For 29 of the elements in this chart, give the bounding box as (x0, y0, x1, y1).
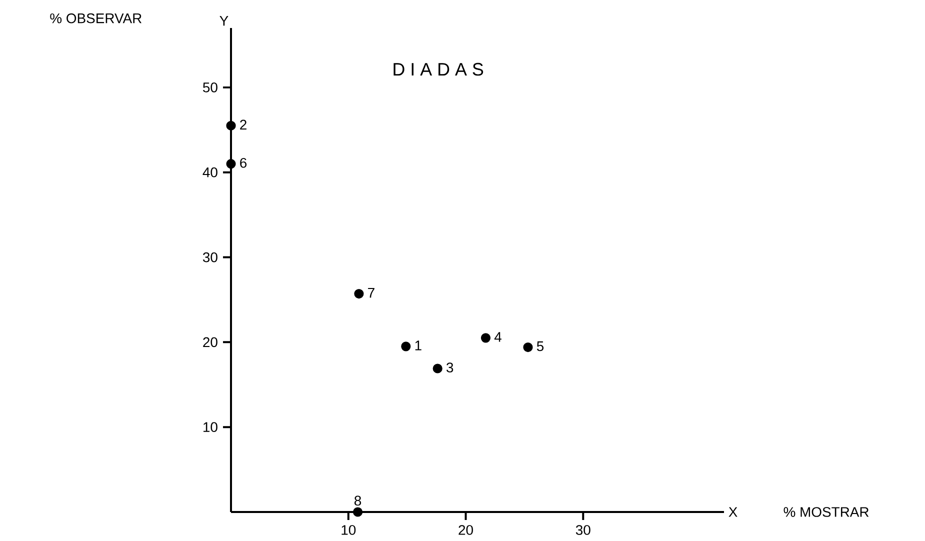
x-axis-title: % MOSTRAR (784, 507, 869, 517)
point (226, 159, 236, 169)
annotation: 5 (536, 341, 544, 352)
point (523, 342, 533, 352)
text: X (728, 507, 738, 517)
annotation: 7 (368, 288, 374, 298)
annotation: 6 (240, 158, 247, 168)
point (480, 333, 491, 343)
y-axis-title: % OBSERVAR (50, 13, 142, 24)
y-tick-label: 40 (202, 167, 218, 178)
text: Y (220, 16, 228, 26)
y-tick-label: 10 (204, 422, 218, 432)
annotation: 1 (415, 340, 422, 350)
point (354, 288, 364, 299)
x-tick-label: 30 (576, 525, 590, 535)
text: D I A D A S (394, 62, 484, 76)
annotation: 3 (446, 362, 454, 372)
annotation: 4 (494, 332, 502, 342)
point (352, 507, 363, 517)
point (401, 342, 411, 352)
y-tick-label: 50 (203, 82, 218, 92)
x-tick-label: 20 (458, 525, 473, 535)
annotation: 2 (240, 120, 246, 130)
y-tick-label: 20 (203, 337, 218, 348)
annotation: 8 (354, 496, 362, 506)
point (432, 364, 442, 374)
x-tick-label: 10 (342, 525, 356, 535)
point (226, 120, 236, 130)
y-tick-label: 30 (202, 252, 218, 262)
